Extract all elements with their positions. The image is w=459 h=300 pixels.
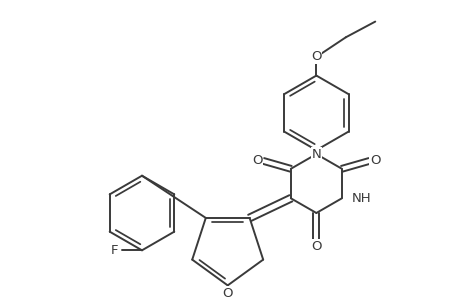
Text: O: O <box>310 240 321 253</box>
Text: F: F <box>111 244 118 257</box>
Text: O: O <box>222 287 232 300</box>
Text: O: O <box>252 154 262 167</box>
Text: O: O <box>310 50 321 63</box>
Text: N: N <box>311 148 320 160</box>
Text: NH: NH <box>351 192 370 205</box>
Text: O: O <box>369 154 380 167</box>
